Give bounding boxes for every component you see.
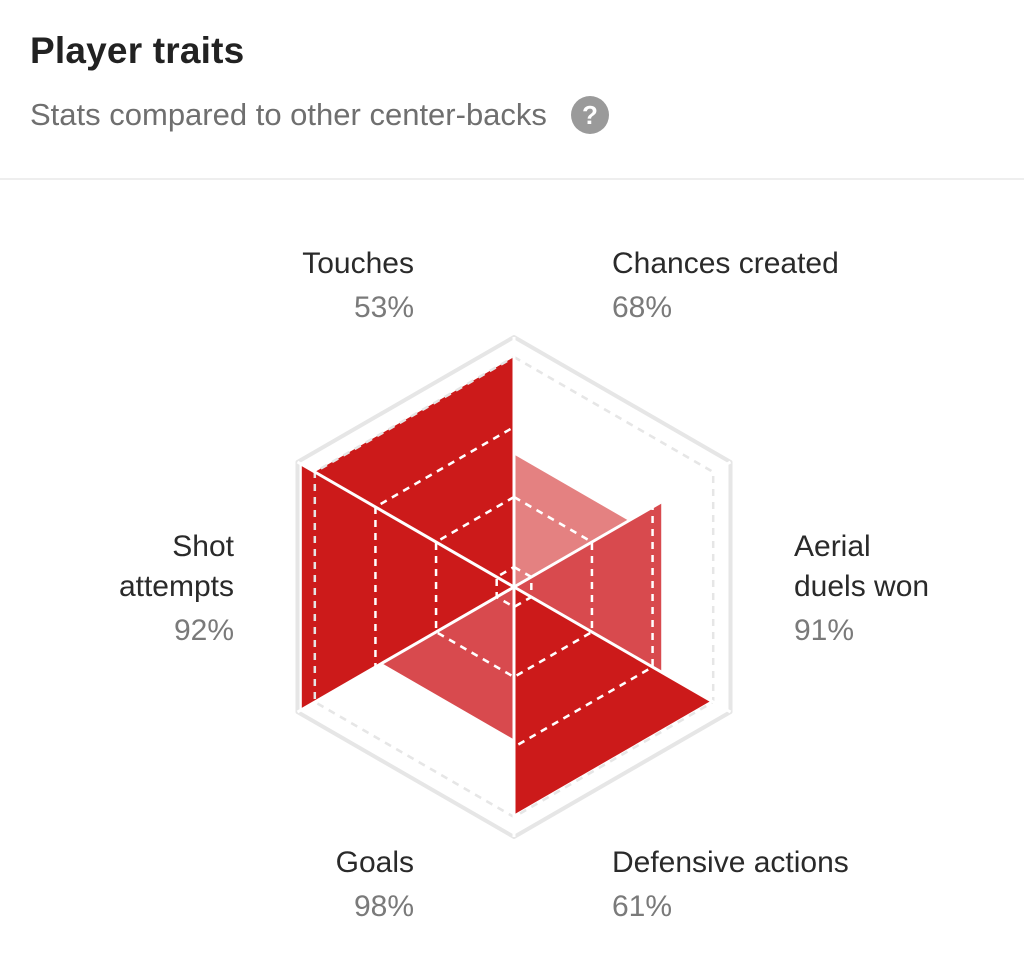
label-shot-attempts-value: 92%: [173, 614, 234, 647]
label-shot-attempts-name-2: attempts: [118, 570, 234, 603]
label-goals-value: 98%: [353, 890, 414, 923]
label-aerial-duels-won: Aerial duels won 91%: [794, 527, 1014, 651]
page-title: Player traits: [30, 30, 245, 71]
label-shot-attempts-name-1: Shot: [172, 530, 234, 563]
label-defensive-actions-name-1: Defensive actions: [612, 846, 849, 879]
sector-touches: [514, 454, 629, 587]
label-chances-created-value: 68%: [612, 291, 673, 324]
sector-goals: [301, 464, 514, 710]
sector-chances-created: [514, 502, 662, 672]
label-defensive-actions: Defensive actions 61%: [612, 843, 992, 927]
label-aerial-duels-won-name-2: duels won: [794, 570, 930, 603]
spoke-3: [513, 585, 732, 714]
sector-aerial-duels-won: [514, 587, 712, 815]
label-goals: Goals 98%: [180, 843, 414, 927]
label-touches: Touches 53%: [180, 244, 414, 328]
spoke-2: [513, 460, 732, 589]
label-aerial-duels-won-name-1: Aerial: [794, 530, 871, 563]
spoke-5: [296, 585, 515, 714]
label-goals-name-1: Goals: [335, 846, 414, 879]
spoke-6: [296, 460, 515, 589]
help-icon[interactable]: ?: [570, 96, 609, 134]
sector-defensive-actions: [381, 587, 514, 740]
page-subtitle: Stats compared to other center-backs: [30, 97, 547, 132]
chart-grid: [295, 335, 733, 839]
label-defensive-actions-value: 61%: [612, 890, 673, 923]
label-aerial-duels-won-value: 91%: [794, 614, 855, 647]
label-chances-created: Chances created 68%: [612, 244, 972, 328]
subtitle-row: Stats compared to other center-backs ?: [30, 96, 609, 134]
label-touches-value: 53%: [353, 291, 414, 324]
label-shot-attempts: Shot attempts 92%: [20, 527, 234, 651]
chart-sectors: [301, 357, 712, 815]
label-touches-name-1: Touches: [302, 247, 414, 280]
sector-shot-attempts: [314, 357, 514, 587]
header-divider: [0, 178, 1024, 180]
label-chances-created-name-1: Chances created: [612, 247, 839, 280]
